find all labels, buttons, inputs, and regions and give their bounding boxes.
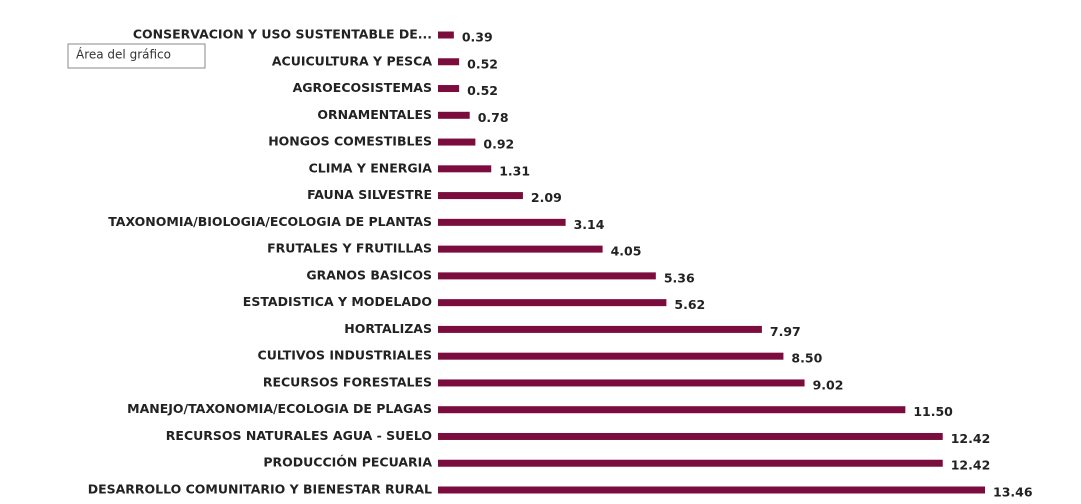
category-label: DESARROLLO COMUNITARIO Y BIENESTAR RURAL [88,482,432,497]
category-label: RECURSOS NATURALES AGUA - SUELO [166,428,432,443]
value-label: 0.52 [467,83,498,98]
value-label: 12.42 [951,458,991,473]
bar [438,272,656,280]
category-label: CULTIVOS INDUSTRIALES [258,348,432,363]
bar [438,218,566,226]
category-label: PRODUCCIÓN PECUARIA [263,455,432,470]
category-label: RECURSOS FORESTALES [263,374,432,389]
value-label: 5.62 [674,297,705,312]
bar [438,299,667,307]
bar [438,111,470,119]
category-label: TAXONOMIA/BIOLOGIA/ECOLOGIA DE PLANTAS [108,214,432,229]
bar [438,245,603,253]
bar [438,352,784,360]
bar [438,85,460,93]
value-label: 1.31 [499,163,530,178]
category-label: FRUTALES Y FRUTILLAS [267,241,432,256]
bar [438,379,805,387]
bar [438,58,460,66]
bar [438,138,476,146]
category-label: FAUNA SILVESTRE [307,187,432,202]
value-label: 4.05 [611,244,642,259]
tooltip: Área del gráfico [76,47,171,62]
bar [438,192,523,200]
value-label: 0.92 [483,137,514,152]
category-label: HONGOS COMESTIBLES [268,134,432,149]
value-label: 3.14 [574,217,605,232]
value-label: 5.36 [664,270,695,285]
category-label: MANEJO/TAXONOMIA/ECOLOGIA DE PLAGAS [127,401,432,416]
bar [438,432,943,440]
category-label: ESTADISTICA Y MODELADO [243,294,432,309]
value-label: 7.97 [770,324,801,339]
value-label: 0.78 [478,110,509,125]
category-label: CONSERVACION Y USO SUSTENTABLE DE... [133,27,432,42]
category-label: AGROECOSISTEMAS [293,80,432,95]
value-label: 2.09 [531,190,562,205]
value-label: 11.50 [913,404,953,419]
bar [438,165,492,173]
value-label: 9.02 [813,377,844,392]
category-label: HORTALIZAS [344,321,432,336]
bar [438,459,943,467]
category-label: ACUICULTURA Y PESCA [272,53,432,68]
category-label: GRANOS BASICOS [306,267,432,282]
value-label: 12.42 [951,431,991,446]
category-label: CLIMA Y ENERGIA [309,160,433,175]
value-label: 0.52 [467,56,498,71]
bar [438,406,906,414]
value-label: 8.50 [791,351,822,366]
value-label: 13.46 [993,485,1033,500]
tooltip-box [67,43,206,69]
value-label: 0.39 [462,30,493,45]
bar [438,325,762,333]
bar [438,486,985,494]
bar [438,31,454,39]
category-label: ORNAMENTALES [317,107,432,122]
